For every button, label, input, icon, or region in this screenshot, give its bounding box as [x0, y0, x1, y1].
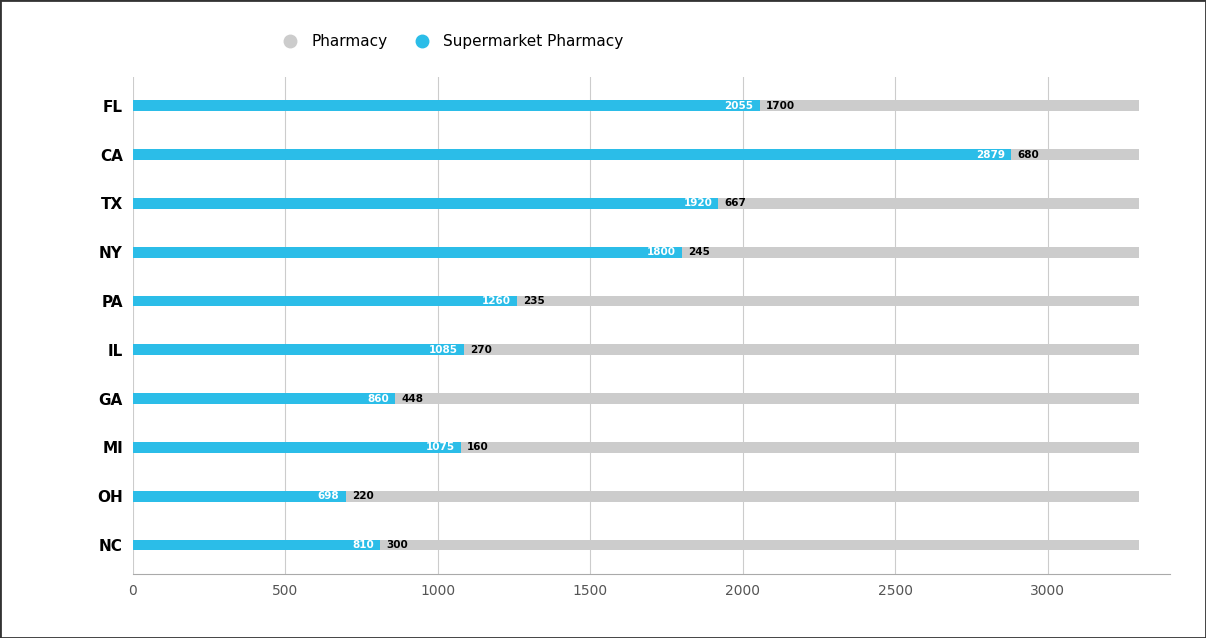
- Legend: Pharmacy, Supermarket Pharmacy: Pharmacy, Supermarket Pharmacy: [275, 34, 624, 49]
- Text: 235: 235: [523, 296, 545, 306]
- Bar: [133, 393, 396, 404]
- Text: 1260: 1260: [482, 296, 511, 306]
- Text: 680: 680: [1017, 150, 1038, 160]
- Bar: [133, 198, 719, 209]
- Bar: [133, 442, 461, 453]
- Text: 2055: 2055: [725, 101, 754, 111]
- Text: 667: 667: [725, 198, 747, 209]
- Bar: [133, 100, 760, 111]
- Bar: [133, 295, 1140, 306]
- Text: 448: 448: [402, 394, 423, 404]
- Bar: [133, 100, 1140, 111]
- Text: 220: 220: [352, 491, 374, 501]
- Bar: [133, 442, 1140, 453]
- Bar: [133, 540, 380, 551]
- Bar: [133, 149, 1011, 160]
- Bar: [133, 345, 1140, 355]
- Text: 270: 270: [469, 345, 492, 355]
- Text: 300: 300: [386, 540, 408, 550]
- Bar: [133, 247, 1140, 258]
- Text: 1075: 1075: [426, 442, 455, 452]
- Bar: [133, 345, 463, 355]
- Text: 698: 698: [318, 491, 339, 501]
- Bar: [133, 393, 1140, 404]
- Text: 810: 810: [352, 540, 374, 550]
- Text: 1700: 1700: [766, 101, 795, 111]
- Text: 245: 245: [687, 247, 709, 257]
- Text: 160: 160: [467, 442, 488, 452]
- Text: 1085: 1085: [428, 345, 457, 355]
- Bar: [133, 491, 346, 501]
- Bar: [133, 540, 1140, 551]
- Bar: [133, 247, 681, 258]
- Bar: [133, 491, 1140, 501]
- Text: 1800: 1800: [646, 247, 675, 257]
- Bar: [133, 295, 517, 306]
- Text: 860: 860: [367, 394, 388, 404]
- Text: 2879: 2879: [976, 150, 1005, 160]
- Text: 1920: 1920: [684, 198, 713, 209]
- Bar: [133, 198, 1140, 209]
- Bar: [133, 149, 1140, 160]
